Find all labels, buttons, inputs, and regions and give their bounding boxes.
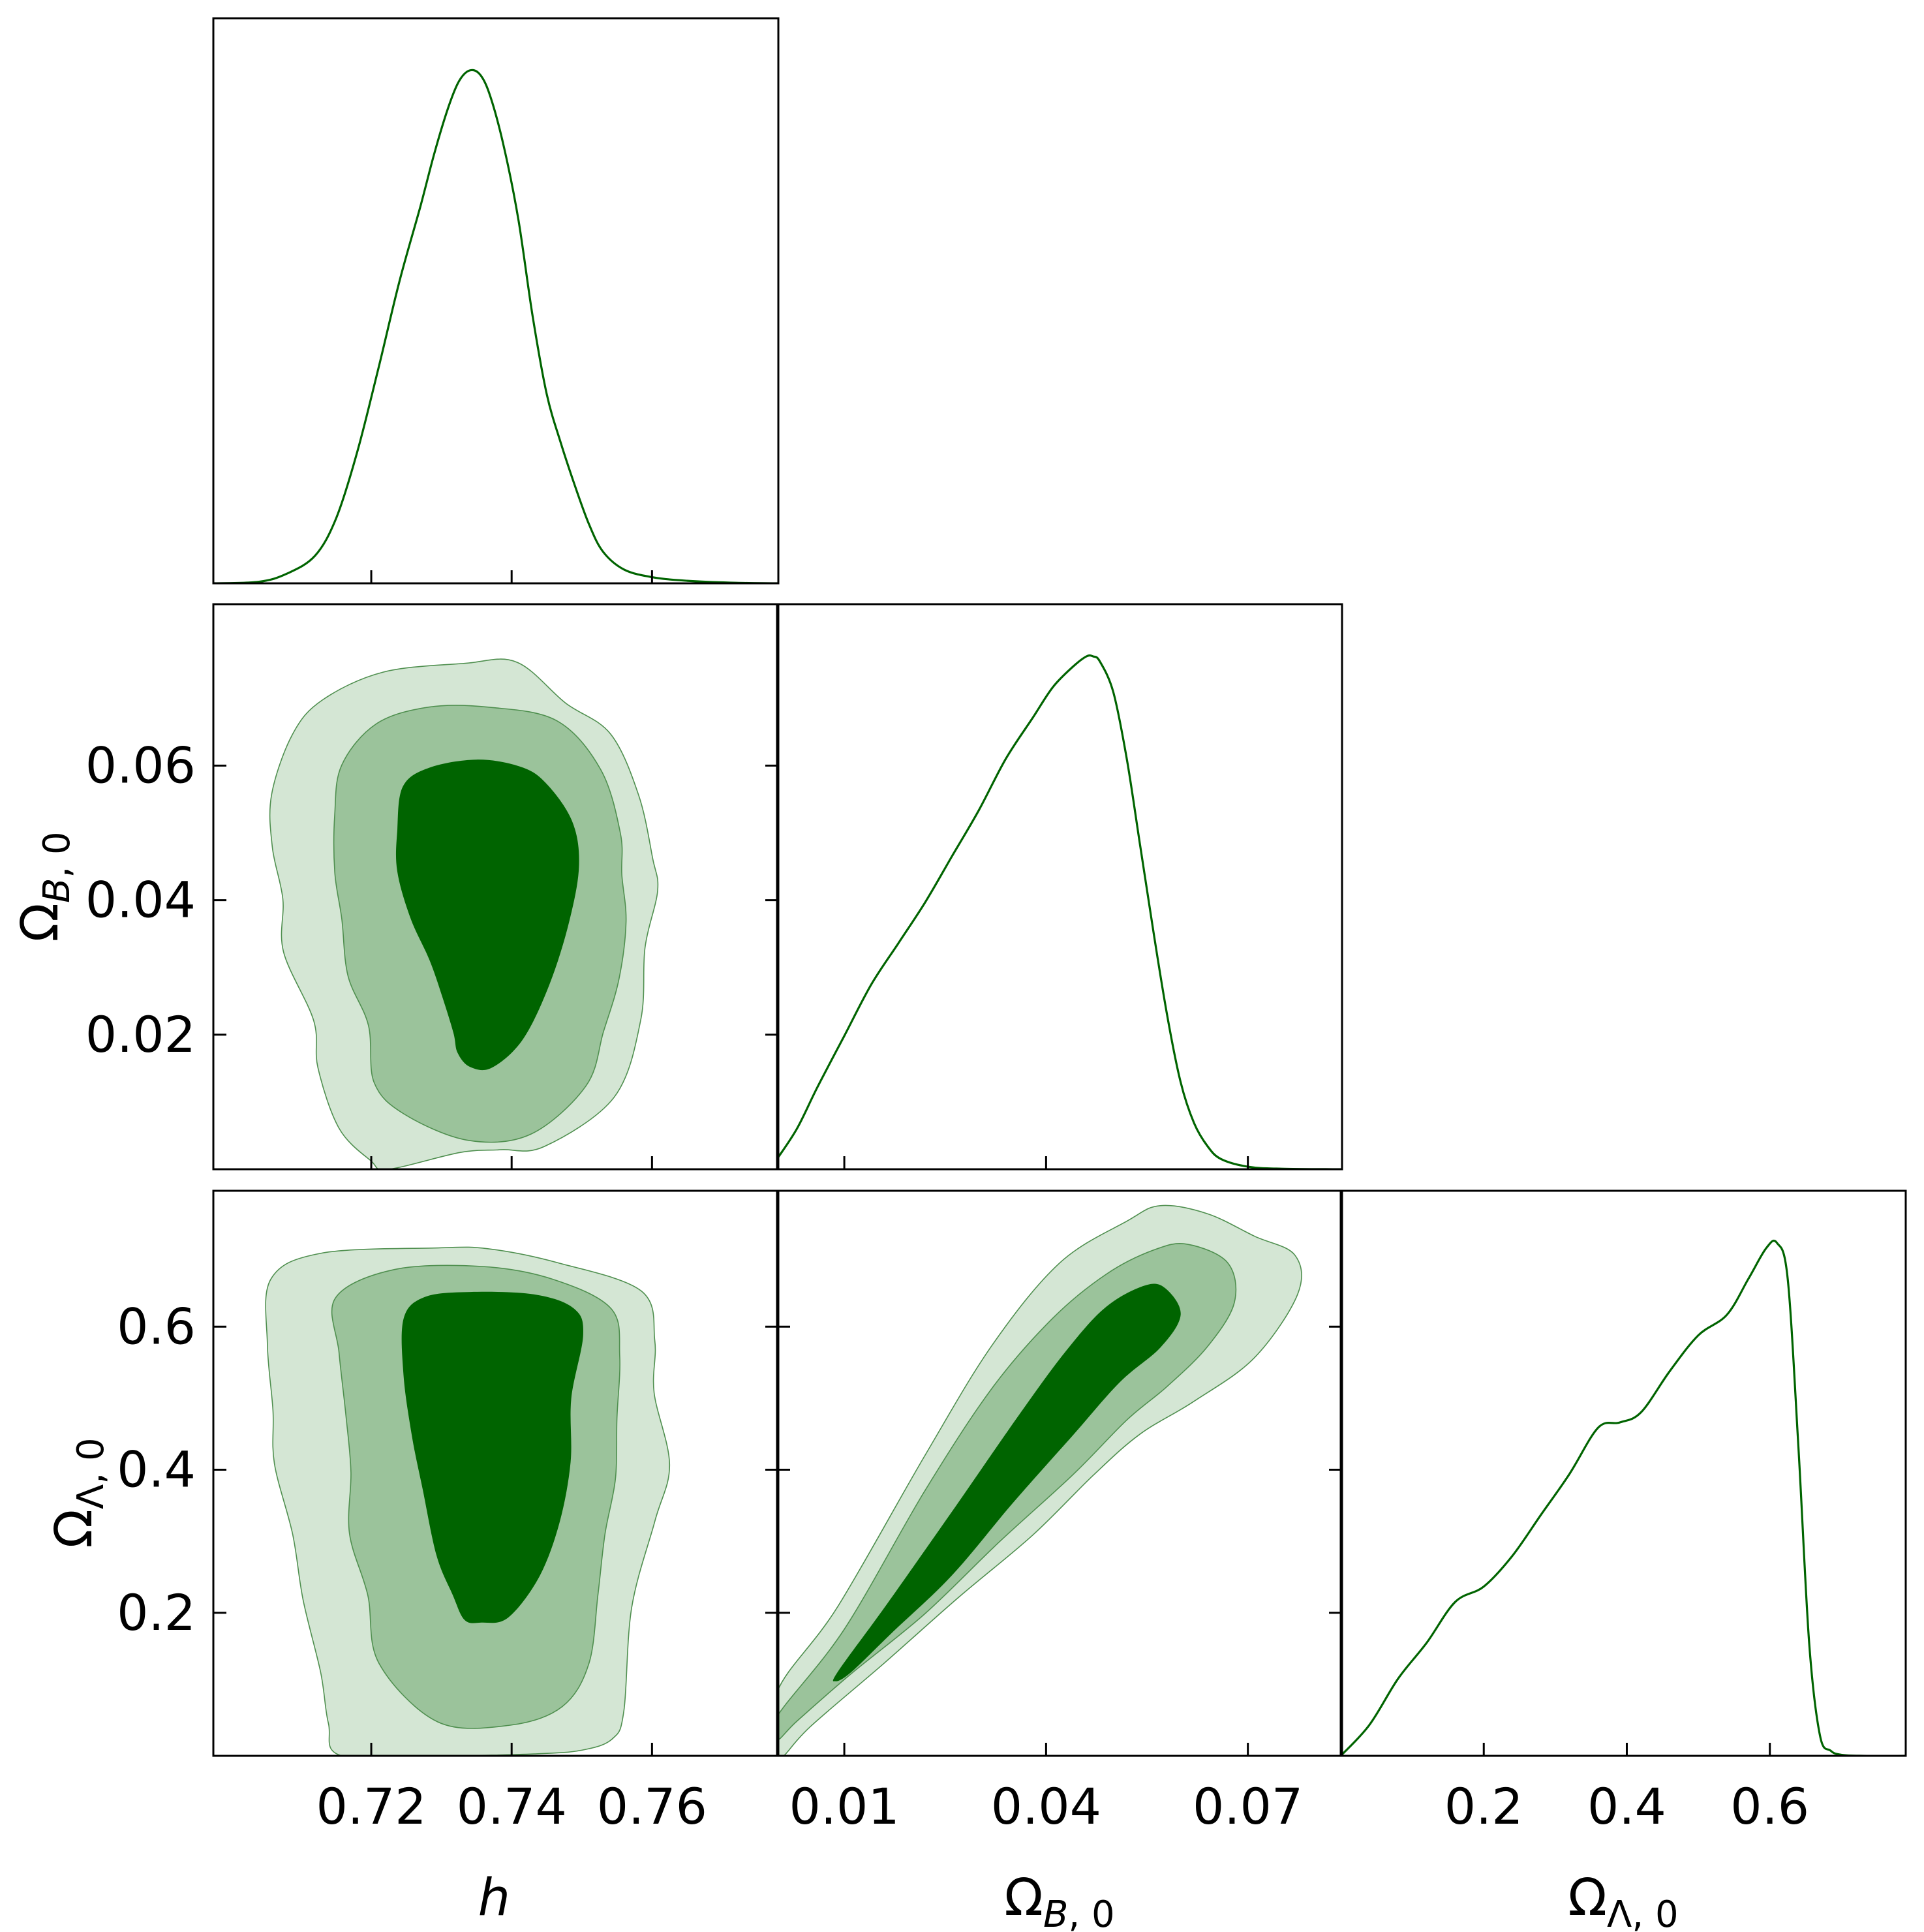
contour-68 — [395, 759, 579, 1071]
panel-frame-1-1 — [776, 603, 1343, 1171]
x-axis-label-h: h — [478, 1869, 510, 1927]
x-tick-label: 0.2 — [1444, 1777, 1523, 1835]
panel-frame-2-1 — [776, 1189, 1343, 1757]
x-axis-label-omega-b: ΩB, 0 — [1004, 1869, 1114, 1932]
contour-68 — [832, 1283, 1181, 1681]
y-axis-label-omega-b: ΩB, 0 — [11, 831, 78, 942]
frames-layer — [212, 17, 1907, 1757]
y-tick-label: 0.2 — [117, 1584, 196, 1642]
x-tick-label: 0.74 — [457, 1777, 567, 1835]
marginal-curve — [1341, 1240, 1906, 1756]
contour-panel-2 — [777, 1204, 1302, 1756]
marginal-h — [213, 69, 778, 583]
x-tick-label: 0.72 — [316, 1777, 426, 1835]
marginal-curve — [213, 69, 778, 583]
x-tick-label: 0.04 — [991, 1777, 1101, 1835]
contour-panel-0 — [269, 658, 659, 1169]
x-axis-label-omega-lambda: ΩΛ, 0 — [1568, 1869, 1678, 1932]
x-tick-label: 0.4 — [1587, 1777, 1666, 1835]
x-tick-label: 0.07 — [1193, 1777, 1303, 1835]
y-tick-label: 0.06 — [85, 736, 196, 794]
panel-frame-0-0 — [212, 17, 780, 585]
marginal-omega-b — [777, 654, 1342, 1169]
labels-layer: 0.72 0.74 0.76 0.01 0.04 0.07 0.2 0.4 0.6 0.02 0.0… — [11, 736, 1809, 1932]
x-tick-label: 0.6 — [1730, 1777, 1809, 1835]
x-tick-label: 0.76 — [597, 1777, 707, 1835]
y-axis-label-omega-lambda: ΩΛ, 0 — [45, 1437, 112, 1548]
y-tick-label: 0.04 — [85, 871, 196, 929]
y-tick-label: 0.4 — [117, 1441, 196, 1499]
y-tick-label: 0.6 — [117, 1297, 196, 1355]
panel-frame-2-0 — [212, 1189, 780, 1757]
marginal-curve — [777, 654, 1342, 1169]
marginal-omega-lambda — [1341, 1240, 1906, 1756]
panel-frame-2-2 — [1339, 1189, 1907, 1757]
contour-68 — [401, 1291, 583, 1623]
x-tick-label: 0.01 — [789, 1777, 899, 1835]
panels-layer — [213, 69, 1906, 1756]
y-tick-label: 0.02 — [85, 1005, 196, 1064]
contour-panel-1 — [265, 1246, 671, 1756]
panel-frame-1-0 — [212, 603, 780, 1171]
